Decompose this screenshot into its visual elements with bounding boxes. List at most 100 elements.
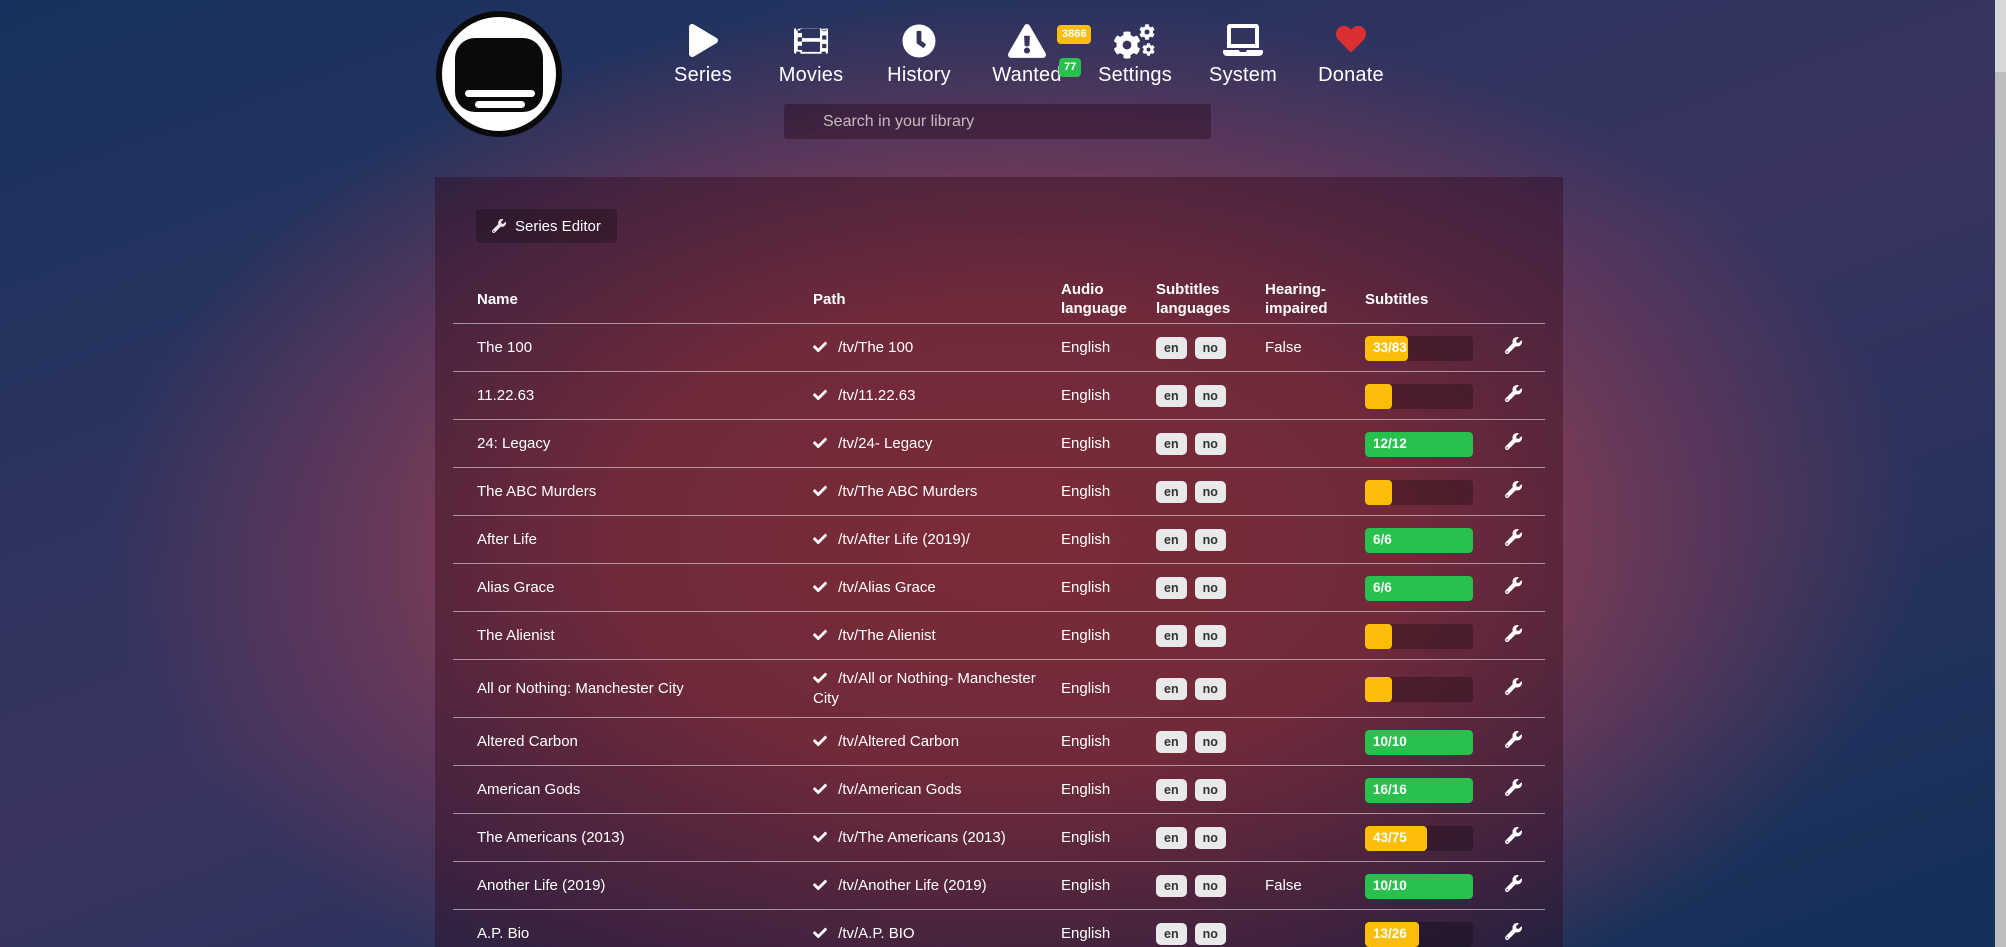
edit-series-button[interactable] [1504, 826, 1522, 850]
nav-item-history[interactable]: History [865, 20, 973, 87]
subtitles-progress-bar: 10/10 [1365, 729, 1473, 755]
series-name[interactable]: The ABC Murders [477, 483, 597, 500]
series-path: /tv/All or Nothing- Manchester City [813, 669, 1061, 709]
wrench-icon [1504, 677, 1522, 695]
series-path-text: /tv/After Life (2019)/ [834, 531, 970, 548]
wrench-icon [1504, 826, 1522, 844]
table-body: The 100 /tv/The 100 English en no False 3… [435, 324, 1563, 947]
wrench-icon [1504, 576, 1522, 594]
nav-item-series[interactable]: Series [649, 20, 757, 87]
wrench-icon [1504, 922, 1522, 940]
edit-series-button[interactable] [1504, 624, 1522, 648]
edit-series-button[interactable] [1504, 384, 1522, 408]
series-name[interactable]: Alias Grace [477, 579, 555, 596]
search-input[interactable] [823, 112, 1183, 131]
language-badge: no [1194, 827, 1226, 849]
table-row: A.P. Bio /tv/A.P. BIO English en no 13/26 [435, 910, 1563, 947]
film-icon [757, 20, 865, 62]
series-path-text: /tv/24- Legacy [834, 435, 933, 452]
edit-series-button[interactable] [1504, 778, 1522, 802]
series-name[interactable]: Altered Carbon [477, 733, 578, 750]
subtitles-progress-bar [1365, 479, 1473, 505]
edit-series-button[interactable] [1504, 480, 1522, 504]
wrench-icon [1504, 528, 1522, 546]
series-editor-button[interactable]: Series Editor [476, 209, 617, 243]
clock-icon [865, 20, 973, 62]
subtitles-progress-fill [1365, 623, 1392, 649]
subtitles-progress-fill: 10/10 [1365, 873, 1473, 899]
subtitles-progress-bar: 16/16 [1365, 777, 1473, 803]
series-name[interactable]: American Gods [477, 781, 581, 798]
audio-language-value: English [1061, 579, 1111, 596]
subtitles-progress-bar: 13/26 [1365, 921, 1473, 947]
nav-item-wanted[interactable]: Wanted 3866 77 [973, 20, 1092, 87]
edit-series-button[interactable] [1504, 528, 1522, 552]
series-name[interactable]: 24: Legacy [477, 435, 551, 452]
subtitles-progress-fill [1365, 676, 1392, 702]
subtitles-progress-bar [1365, 676, 1473, 702]
language-badge: en [1156, 779, 1187, 801]
series-path-text: /tv/The 100 [834, 339, 914, 356]
search-bar[interactable] [784, 104, 1211, 139]
wrench-icon [1504, 336, 1522, 354]
series-name[interactable]: All or Nothing: Manchester City [477, 680, 684, 697]
series-name[interactable]: A.P. Bio [477, 925, 530, 942]
check-icon [813, 735, 827, 747]
subtitles-progress-bar: 12/12 [1365, 431, 1473, 457]
subtitles-progress-label: 33/83 [1373, 340, 1407, 355]
nav-item-system[interactable]: System [1189, 20, 1297, 87]
edit-series-button[interactable] [1504, 336, 1522, 360]
nav-item-donate[interactable]: Donate [1297, 20, 1405, 87]
table-row: Alias Grace /tv/Alias Grace English en no… [435, 564, 1563, 612]
wrench-icon [1504, 778, 1522, 796]
check-icon [813, 389, 827, 401]
check-icon [813, 629, 827, 641]
audio-language-value: English [1061, 531, 1111, 548]
series-name[interactable]: Another Life (2019) [477, 877, 606, 894]
edit-series-button[interactable] [1504, 730, 1522, 754]
language-badge: no [1194, 337, 1226, 359]
series-name[interactable]: After Life [477, 531, 538, 548]
bazarr-logo[interactable] [435, 10, 563, 138]
subtitles-progress-label: 6/6 [1373, 532, 1392, 547]
series-path-text: /tv/Another Life (2019) [834, 877, 987, 894]
series-path: /tv/Another Life (2019) [813, 876, 1061, 896]
app-header: Series Movies History Wanted 3866 77 Sett… [435, 0, 1563, 177]
table-row: The Alienist /tv/The Alienist English en… [435, 612, 1563, 660]
nav-item-movies[interactable]: Movies [757, 20, 865, 87]
hearing-impaired-value: False [1265, 877, 1302, 894]
check-icon [813, 485, 827, 497]
nav-item-settings[interactable]: Settings [1081, 20, 1189, 87]
table-row: American Gods /tv/American Gods English … [435, 766, 1563, 814]
subtitles-languages-badges: en no [1156, 875, 1265, 897]
language-badge: en [1156, 827, 1187, 849]
edit-series-button[interactable] [1504, 874, 1522, 898]
check-icon [813, 533, 827, 545]
series-editor-label: Series Editor [515, 217, 601, 235]
series-path: /tv/Alias Grace [813, 578, 1061, 598]
language-badge: no [1194, 481, 1226, 503]
series-name[interactable]: The Americans (2013) [477, 829, 625, 846]
table-row: After Life /tv/After Life (2019)/ Englis… [435, 516, 1563, 564]
series-path: /tv/11.22.63 [813, 386, 1061, 406]
edit-series-button[interactable] [1504, 432, 1522, 456]
subtitles-progress-label: 10/10 [1373, 878, 1407, 893]
check-icon [813, 783, 827, 795]
subtitles-languages-badges: en no [1156, 678, 1265, 700]
scrollbar-thumb[interactable] [1995, 72, 2006, 947]
edit-series-button[interactable] [1504, 922, 1522, 946]
series-name[interactable]: The Alienist [477, 627, 555, 644]
series-name[interactable]: The 100 [477, 339, 533, 356]
language-badge: no [1194, 779, 1226, 801]
table-row: The ABC Murders /tv/The ABC Murders Engl… [435, 468, 1563, 516]
edit-series-button[interactable] [1504, 677, 1522, 701]
page-scrollbar[interactable] [1995, 0, 2006, 947]
series-path-text: /tv/Alias Grace [834, 579, 936, 596]
subtitles-languages-badges: en no [1156, 481, 1265, 503]
edit-series-button[interactable] [1504, 576, 1522, 600]
language-badge: no [1194, 678, 1226, 700]
table-row: The Americans (2013) /tv/The Americans (… [435, 814, 1563, 862]
col-header-hearing-impaired: Hearing-impaired [1265, 281, 1328, 317]
wrench-icon [1504, 432, 1522, 450]
series-name[interactable]: 11.22.63 [477, 387, 535, 404]
